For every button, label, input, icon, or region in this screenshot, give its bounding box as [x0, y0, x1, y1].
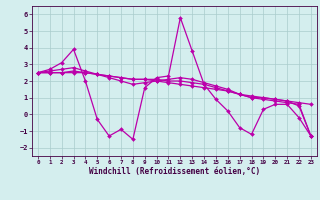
X-axis label: Windchill (Refroidissement éolien,°C): Windchill (Refroidissement éolien,°C): [89, 167, 260, 176]
